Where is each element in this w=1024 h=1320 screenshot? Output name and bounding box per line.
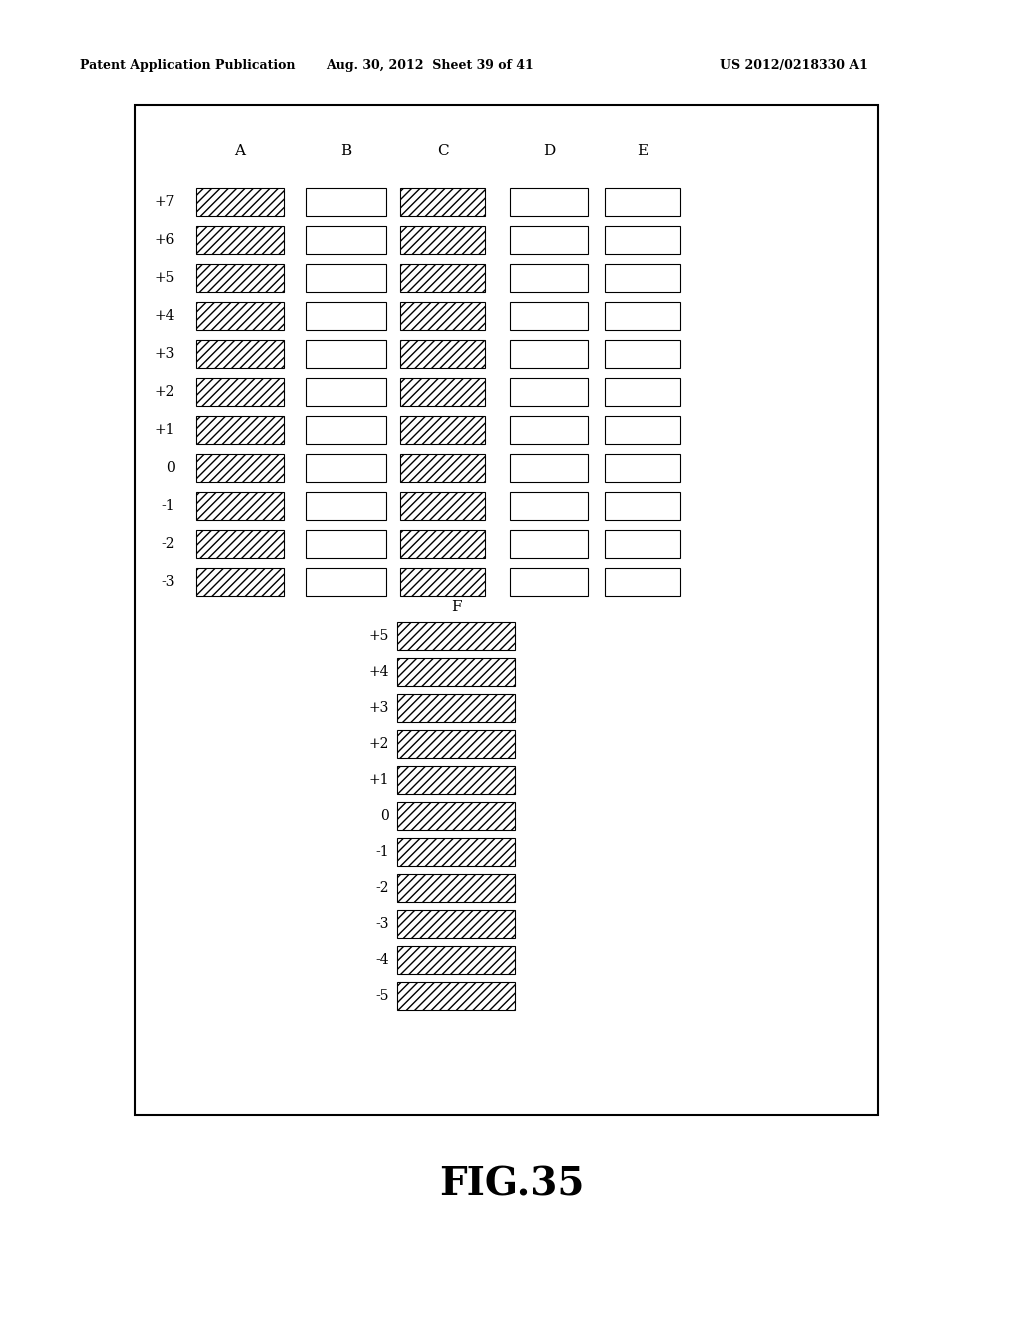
Bar xyxy=(196,264,284,292)
Bar xyxy=(397,909,515,939)
Bar xyxy=(510,341,588,368)
Bar xyxy=(306,302,386,330)
Bar xyxy=(605,187,680,216)
Bar xyxy=(397,874,515,902)
Text: -5: -5 xyxy=(376,989,389,1003)
Bar xyxy=(306,264,386,292)
Bar xyxy=(400,492,485,520)
Text: +1: +1 xyxy=(155,422,175,437)
Bar xyxy=(306,531,386,558)
Text: F: F xyxy=(451,601,461,614)
Text: 0: 0 xyxy=(380,809,389,822)
Text: +5: +5 xyxy=(369,630,389,643)
Bar xyxy=(196,454,284,482)
Bar xyxy=(397,622,515,649)
Text: +2: +2 xyxy=(369,737,389,751)
Text: -1: -1 xyxy=(376,845,389,859)
Text: +5: +5 xyxy=(155,271,175,285)
Text: +3: +3 xyxy=(155,347,175,360)
Bar xyxy=(605,492,680,520)
Bar xyxy=(510,568,588,597)
Bar xyxy=(510,378,588,407)
Text: -3: -3 xyxy=(162,576,175,589)
Bar xyxy=(306,187,386,216)
Text: C: C xyxy=(436,144,449,158)
Bar xyxy=(397,766,515,795)
Bar xyxy=(306,416,386,444)
Bar xyxy=(400,531,485,558)
Text: 0: 0 xyxy=(166,461,175,475)
Bar xyxy=(196,187,284,216)
Bar xyxy=(400,302,485,330)
Bar xyxy=(510,302,588,330)
Text: -3: -3 xyxy=(376,917,389,931)
Bar xyxy=(196,302,284,330)
Bar xyxy=(605,378,680,407)
Bar xyxy=(605,454,680,482)
Text: +7: +7 xyxy=(155,195,175,209)
Bar xyxy=(196,378,284,407)
Text: +6: +6 xyxy=(155,234,175,247)
Bar xyxy=(397,838,515,866)
Text: +2: +2 xyxy=(155,385,175,399)
Text: -2: -2 xyxy=(162,537,175,550)
Bar xyxy=(400,378,485,407)
Bar xyxy=(605,341,680,368)
Bar xyxy=(306,568,386,597)
Bar xyxy=(306,226,386,253)
Bar xyxy=(400,454,485,482)
Text: +3: +3 xyxy=(369,701,389,715)
Bar xyxy=(196,492,284,520)
Bar xyxy=(306,492,386,520)
Bar xyxy=(196,341,284,368)
Text: US 2012/0218330 A1: US 2012/0218330 A1 xyxy=(720,58,868,71)
Bar xyxy=(510,492,588,520)
Text: -2: -2 xyxy=(376,880,389,895)
Bar xyxy=(196,416,284,444)
Bar xyxy=(510,226,588,253)
Bar xyxy=(605,416,680,444)
Bar xyxy=(400,226,485,253)
Text: FIG.35: FIG.35 xyxy=(439,1166,585,1204)
Bar xyxy=(510,454,588,482)
Bar xyxy=(400,568,485,597)
Bar xyxy=(605,264,680,292)
Bar xyxy=(196,226,284,253)
Text: D: D xyxy=(543,144,555,158)
Bar xyxy=(196,568,284,597)
Bar xyxy=(397,694,515,722)
Bar xyxy=(605,568,680,597)
Bar xyxy=(605,531,680,558)
Bar xyxy=(397,946,515,974)
Text: +4: +4 xyxy=(369,665,389,678)
Bar xyxy=(510,187,588,216)
Bar xyxy=(510,264,588,292)
Bar xyxy=(135,106,878,1115)
Text: A: A xyxy=(234,144,246,158)
Bar xyxy=(306,378,386,407)
Bar xyxy=(400,264,485,292)
Bar xyxy=(196,531,284,558)
Bar xyxy=(306,454,386,482)
Text: E: E xyxy=(637,144,648,158)
Text: +4: +4 xyxy=(155,309,175,323)
Bar xyxy=(397,982,515,1010)
Bar xyxy=(605,302,680,330)
Text: -4: -4 xyxy=(376,953,389,968)
Bar xyxy=(400,416,485,444)
Text: -1: -1 xyxy=(162,499,175,513)
Bar xyxy=(510,416,588,444)
Bar xyxy=(400,187,485,216)
Bar xyxy=(605,226,680,253)
Text: Patent Application Publication: Patent Application Publication xyxy=(80,58,296,71)
Text: B: B xyxy=(340,144,351,158)
Bar xyxy=(306,341,386,368)
Bar xyxy=(397,803,515,830)
Bar xyxy=(400,341,485,368)
Bar xyxy=(397,657,515,686)
Bar xyxy=(397,730,515,758)
Bar xyxy=(510,531,588,558)
Text: +1: +1 xyxy=(369,774,389,787)
Text: Aug. 30, 2012  Sheet 39 of 41: Aug. 30, 2012 Sheet 39 of 41 xyxy=(326,58,534,71)
